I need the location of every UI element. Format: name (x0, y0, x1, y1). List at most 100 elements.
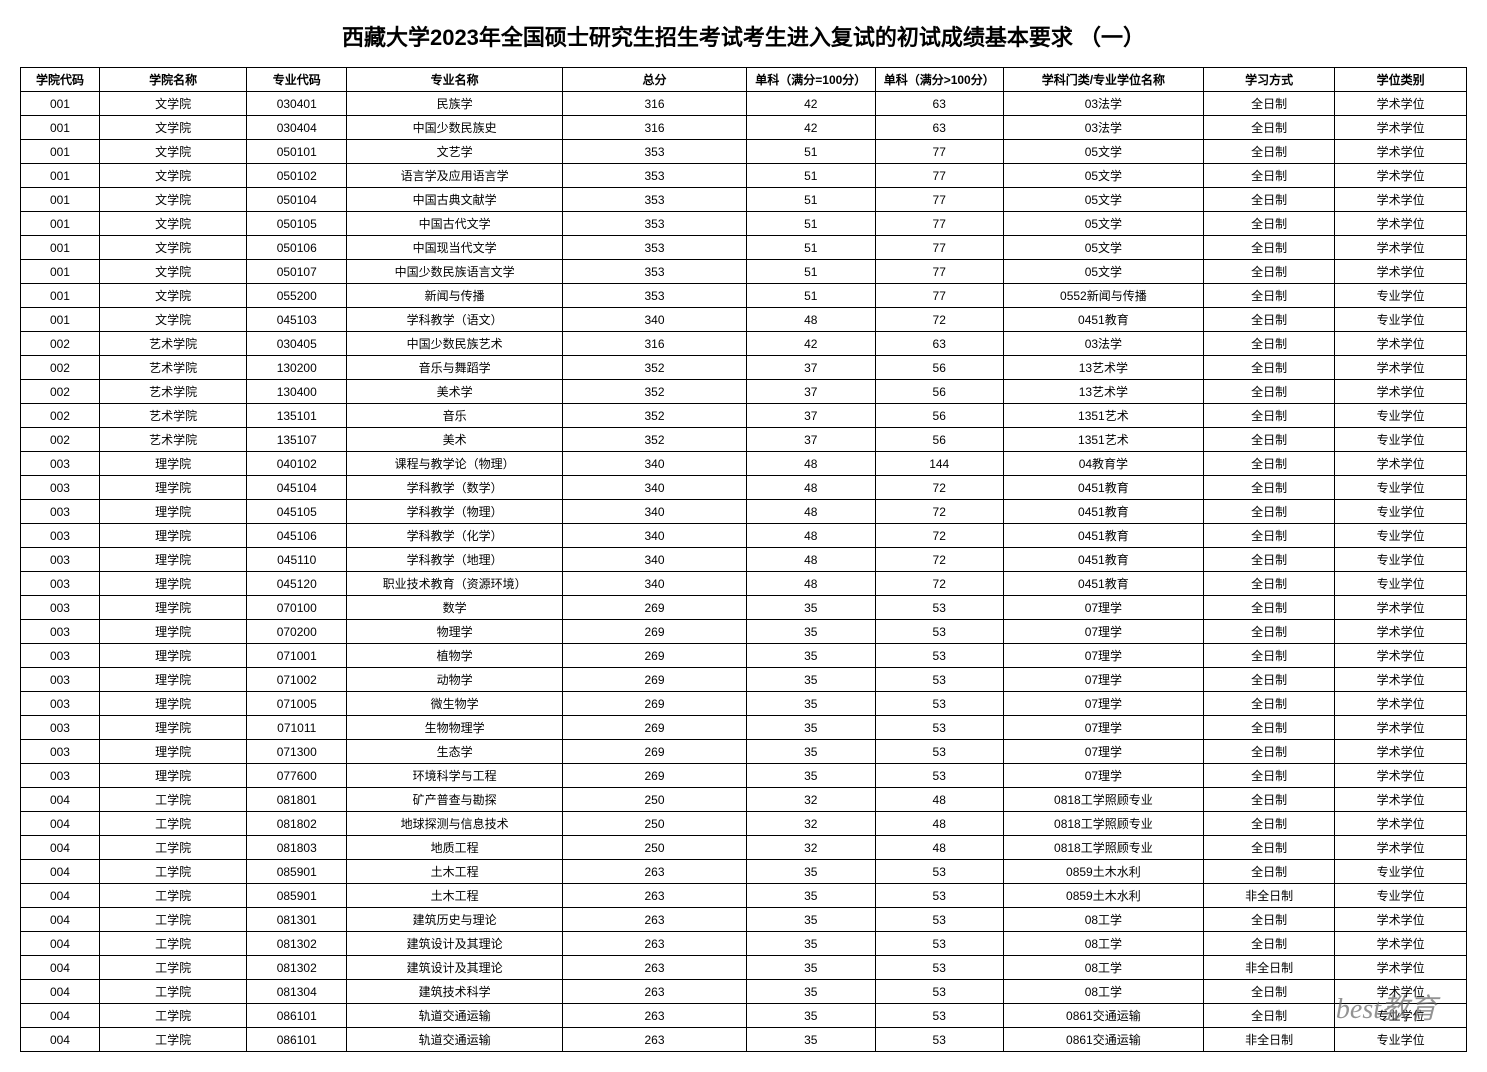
table-cell: 071001 (247, 644, 347, 668)
table-cell: 非全日制 (1203, 1028, 1335, 1052)
table-cell: 35 (747, 596, 875, 620)
table-cell: 07理学 (1003, 668, 1203, 692)
table-cell: 004 (21, 956, 100, 980)
table-cell: 07理学 (1003, 764, 1203, 788)
table-cell: 05文学 (1003, 164, 1203, 188)
table-cell: 081302 (247, 932, 347, 956)
table-cell: 专业学位 (1335, 404, 1467, 428)
table-cell: 工学院 (99, 1028, 246, 1052)
table-cell: 工学院 (99, 1004, 246, 1028)
table-cell: 53 (875, 908, 1003, 932)
table-cell: 35 (747, 764, 875, 788)
table-cell: 新闻与传播 (347, 284, 563, 308)
table-cell: 专业学位 (1335, 500, 1467, 524)
table-cell: 全日制 (1203, 1004, 1335, 1028)
table-cell: 全日制 (1203, 572, 1335, 596)
table-cell: 53 (875, 596, 1003, 620)
table-cell: 专业学位 (1335, 1028, 1467, 1052)
table-row: 004工学院081302建筑设计及其理论263355308工学全日制学术学位 (21, 932, 1467, 956)
table-cell: 非全日制 (1203, 884, 1335, 908)
table-cell: 中国古代文学 (347, 212, 563, 236)
table-cell: 文学院 (99, 284, 246, 308)
table-cell: 全日制 (1203, 764, 1335, 788)
table-cell: 学科教学（地理） (347, 548, 563, 572)
table-cell: 学科教学（物理） (347, 500, 563, 524)
table-cell: 理学院 (99, 452, 246, 476)
table-cell: 理学院 (99, 476, 246, 500)
table-cell: 48 (875, 788, 1003, 812)
table-cell: 学术学位 (1335, 452, 1467, 476)
table-cell: 135107 (247, 428, 347, 452)
table-cell: 72 (875, 308, 1003, 332)
table-cell: 53 (875, 668, 1003, 692)
table-cell: 72 (875, 572, 1003, 596)
table-cell: 文学院 (99, 140, 246, 164)
table-cell: 全日制 (1203, 908, 1335, 932)
table-cell: 05文学 (1003, 212, 1203, 236)
table-cell: 081302 (247, 956, 347, 980)
table-cell: 08工学 (1003, 980, 1203, 1004)
table-cell: 003 (21, 740, 100, 764)
table-cell: 07理学 (1003, 740, 1203, 764)
table-cell: 003 (21, 692, 100, 716)
table-cell: 003 (21, 668, 100, 692)
table-cell: 理学院 (99, 500, 246, 524)
table-cell: 003 (21, 716, 100, 740)
table-cell: 001 (21, 164, 100, 188)
table-cell: 艺术学院 (99, 332, 246, 356)
table-cell: 文学院 (99, 92, 246, 116)
table-cell: 030404 (247, 116, 347, 140)
table-cell: 08工学 (1003, 932, 1203, 956)
table-cell: 理学院 (99, 524, 246, 548)
table-cell: 35 (747, 908, 875, 932)
table-cell: 56 (875, 356, 1003, 380)
table-cell: 35 (747, 1028, 875, 1052)
table-row: 001文学院055200新闻与传播35351770552新闻与传播全日制专业学位 (21, 284, 1467, 308)
table-cell: 071002 (247, 668, 347, 692)
table-cell: 42 (747, 332, 875, 356)
table-cell: 263 (562, 956, 746, 980)
table-cell: 05文学 (1003, 140, 1203, 164)
table-cell: 63 (875, 92, 1003, 116)
table-cell: 51 (747, 164, 875, 188)
table-cell: 085901 (247, 860, 347, 884)
table-cell: 263 (562, 980, 746, 1004)
table-cell: 003 (21, 500, 100, 524)
table-cell: 03法学 (1003, 116, 1203, 140)
table-cell: 001 (21, 284, 100, 308)
table-cell: 03法学 (1003, 332, 1203, 356)
table-cell: 340 (562, 500, 746, 524)
table-body: 001文学院030401民族学316426303法学全日制学术学位001文学院0… (21, 92, 1467, 1052)
table-cell: 269 (562, 668, 746, 692)
table-cell: 001 (21, 116, 100, 140)
table-cell: 269 (562, 692, 746, 716)
table-cell: 352 (562, 404, 746, 428)
table-cell: 工学院 (99, 812, 246, 836)
table-cell: 理学院 (99, 596, 246, 620)
table-cell: 文学院 (99, 236, 246, 260)
table-cell: 35 (747, 932, 875, 956)
table-cell: 学术学位 (1335, 740, 1467, 764)
table-row: 003理学院040102课程与教学论（物理）3404814404教育学全日制学术… (21, 452, 1467, 476)
table-cell: 专业学位 (1335, 428, 1467, 452)
table-cell: 004 (21, 812, 100, 836)
table-cell: 72 (875, 548, 1003, 572)
table-cell: 77 (875, 212, 1003, 236)
table-cell: 003 (21, 620, 100, 644)
table-cell: 130200 (247, 356, 347, 380)
table-cell: 0818工学照顾专业 (1003, 788, 1203, 812)
table-cell: 全日制 (1203, 596, 1335, 620)
table-cell: 002 (21, 356, 100, 380)
table-cell: 35 (747, 956, 875, 980)
table-cell: 工学院 (99, 932, 246, 956)
table-cell: 07理学 (1003, 596, 1203, 620)
table-cell: 专业学位 (1335, 884, 1467, 908)
table-cell: 文艺学 (347, 140, 563, 164)
table-cell: 269 (562, 740, 746, 764)
table-row: 002艺术学院135107美术35237561351艺术全日制专业学位 (21, 428, 1467, 452)
table-cell: 001 (21, 140, 100, 164)
table-row: 004工学院081304建筑技术科学263355308工学全日制学术学位 (21, 980, 1467, 1004)
table-cell: 316 (562, 116, 746, 140)
table-cell: 全日制 (1203, 788, 1335, 812)
table-row: 001文学院050104中国古典文献学353517705文学全日制学术学位 (21, 188, 1467, 212)
